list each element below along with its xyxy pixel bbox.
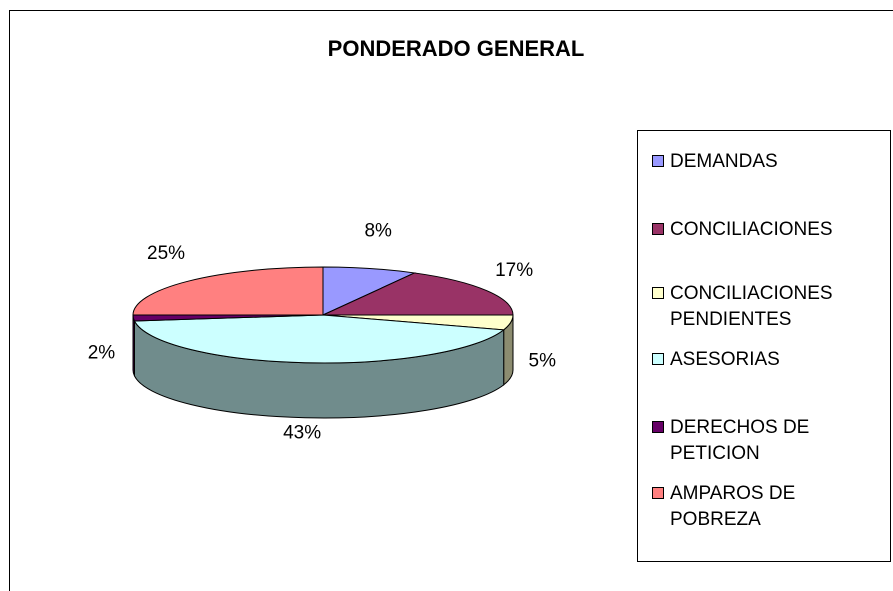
legend-swatch	[652, 487, 664, 499]
pie-side	[132, 314, 135, 377]
legend-swatch	[652, 155, 664, 167]
pie-slice	[322, 272, 514, 316]
legend-label: ASESORIAS	[670, 349, 780, 370]
legend-swatch	[652, 287, 664, 299]
legend-item: CONCILIACIONES	[652, 217, 882, 243]
legend-label: DERECHOS DE PETICION	[670, 417, 810, 464]
legend-label: DEMANDAS	[670, 151, 778, 172]
legend-label: CONCILIACIONES PENDIENTES	[670, 283, 833, 330]
legend-label: AMPAROS DE POBREZA	[670, 483, 796, 530]
legend-item: DERECHOS DE PETICION	[652, 415, 882, 467]
legend-swatch	[652, 421, 664, 433]
data-label: 25%	[147, 243, 185, 264]
legend-item: CONCILIACIONES PENDIENTES	[652, 281, 882, 333]
pie-slice	[132, 266, 324, 316]
data-label: 5%	[529, 350, 557, 371]
pie-slice	[133, 314, 506, 364]
data-label: 2%	[88, 342, 116, 363]
data-label: 43%	[283, 423, 321, 444]
pie-slice	[322, 266, 417, 316]
chart-title: PONDERADO GENERAL	[328, 36, 585, 61]
legend-swatch	[652, 223, 664, 235]
data-label: 8%	[364, 221, 392, 242]
legend-label: CONCILIACIONES	[670, 219, 833, 240]
legend-swatch	[652, 353, 664, 365]
legend-item: ASESORIAS	[652, 347, 882, 373]
legend: DEMANDAS CONCILIACIONES CONCILIACIONES PEN…	[637, 130, 891, 562]
data-label: 17%	[495, 260, 533, 281]
legend-item: AMPAROS DE POBREZA	[652, 481, 882, 533]
legend-item: DEMANDAS	[652, 149, 882, 175]
